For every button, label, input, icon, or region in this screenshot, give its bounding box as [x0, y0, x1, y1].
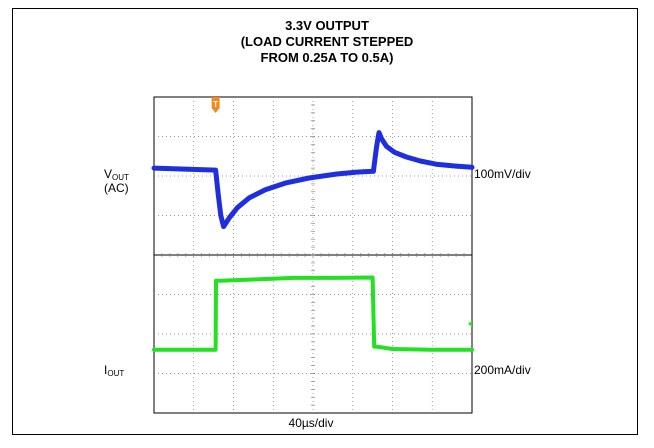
- plot-traces: [151, 130, 475, 352]
- figure-frame: [12, 8, 638, 435]
- channel-1-scale: 100mV/div: [474, 167, 531, 181]
- trigger-marker-shape: [211, 97, 220, 113]
- chart-title-line-2: (LOAD CURRENT STEPPED: [240, 34, 414, 49]
- chart-title-line-1: 3.3V OUTPUT: [285, 18, 369, 33]
- trigger-marker-label: T: [213, 100, 218, 109]
- channel-1-label-coupling: (AC): [104, 181, 129, 195]
- chart-title-line-3: FROM 0.25A TO 0.5A): [260, 50, 394, 65]
- trigger-marker: T: [211, 97, 472, 327]
- channel-2-label: IOUT: [104, 363, 125, 378]
- channel-2-scale: 200mA/div: [474, 363, 531, 377]
- trace-channel-1: [151, 130, 475, 230]
- plot-grid: [154, 97, 472, 413]
- trace-channel-2: [152, 275, 474, 352]
- channel-1-label: VOUT: [104, 167, 129, 182]
- x-axis-label: 40µs/div: [288, 416, 334, 430]
- channel-2-ground-marker: [468, 320, 472, 327]
